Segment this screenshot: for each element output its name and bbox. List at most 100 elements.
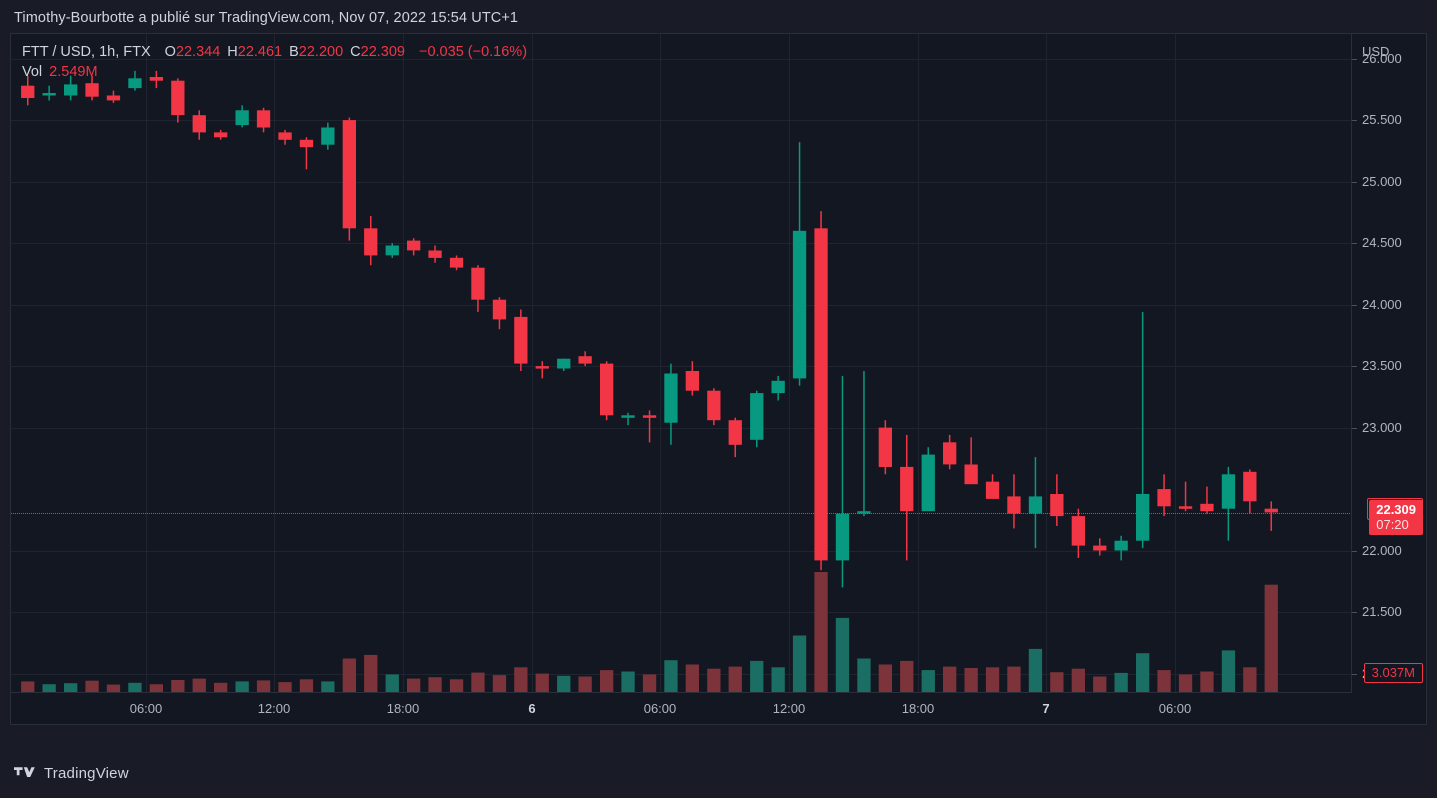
legend-volume-label: Vol xyxy=(22,64,43,80)
grid-line-horizontal xyxy=(11,243,1352,244)
volume-bar xyxy=(385,674,399,692)
grid-line-vertical xyxy=(403,34,404,724)
time-tick-label: 6 xyxy=(528,701,536,716)
volume-bar xyxy=(707,668,721,692)
grid-line-horizontal xyxy=(11,182,1352,183)
legend-ohlc-row: FTT / USD, 1h, FTX O22.344 H22.461 B22.200 C… xyxy=(22,42,527,62)
price-tick-dash xyxy=(1352,674,1357,675)
candle-body xyxy=(535,366,549,369)
candle-body xyxy=(235,110,249,126)
grid-line-horizontal xyxy=(11,305,1352,306)
candle-wick xyxy=(1206,486,1208,514)
volume-badge: 3.037M xyxy=(1363,663,1423,683)
volume-bar xyxy=(728,666,742,692)
legend-low-value: 22.200 xyxy=(298,44,344,60)
grid-line-horizontal xyxy=(11,551,1352,552)
candle-wick xyxy=(305,137,308,170)
candle-wick xyxy=(648,410,651,443)
volume-bar xyxy=(64,683,78,692)
candle-body xyxy=(985,481,1000,499)
volume-bar xyxy=(857,658,871,692)
price-tick-dash xyxy=(1352,428,1357,429)
candle-body xyxy=(728,420,742,445)
candle-body xyxy=(492,299,507,320)
price-tick-label: 21.500 xyxy=(1362,604,1402,620)
volume-bar xyxy=(428,677,442,692)
volume-bar xyxy=(771,667,785,692)
candle-body xyxy=(1157,489,1171,507)
volume-bar xyxy=(256,680,271,692)
volume-bar xyxy=(171,680,185,692)
grid-line-vertical xyxy=(532,34,533,724)
chart-pane[interactable] xyxy=(11,34,1352,724)
candle-body xyxy=(792,230,807,379)
time-tick-label: 18:00 xyxy=(901,701,935,716)
volume-bar xyxy=(1114,672,1128,692)
candle-body xyxy=(900,466,914,512)
candle-body xyxy=(685,371,699,391)
price-scale[interactable]: USD 26.000 25.500 25.000 24.500 24.000 23.500… xyxy=(1351,34,1426,724)
candle-body xyxy=(1178,506,1193,509)
volume-bar xyxy=(1157,670,1171,692)
candle-body xyxy=(21,85,35,98)
volume-bar xyxy=(492,675,507,692)
volume-bar xyxy=(578,676,592,692)
candle-wick xyxy=(1141,312,1144,549)
volume-bar xyxy=(471,672,485,692)
volume-bar xyxy=(128,682,142,692)
candle-wick xyxy=(863,371,865,517)
volume-bar xyxy=(535,673,549,692)
volume-bar xyxy=(878,664,892,692)
last-price-value: 22.309 xyxy=(1376,501,1416,517)
candle-body xyxy=(771,380,785,394)
grid-line-vertical xyxy=(1046,34,1047,724)
volume-bar xyxy=(1050,672,1064,692)
price-tick-dash xyxy=(1352,59,1357,60)
volume-bar xyxy=(85,680,99,692)
legend-symbol[interactable]: FTT / USD, 1h, FTX xyxy=(22,44,151,60)
candle-body xyxy=(1136,494,1150,541)
volume-bar xyxy=(814,572,828,692)
candle-body xyxy=(642,415,657,418)
candle-body xyxy=(814,228,828,561)
volume-bar xyxy=(750,660,764,692)
candlestick-series xyxy=(21,70,1278,692)
volume-bar xyxy=(235,681,249,692)
candle-wick xyxy=(970,437,972,475)
candle-body xyxy=(664,373,678,423)
candle-body xyxy=(64,84,78,96)
candle-body xyxy=(428,250,442,258)
volume-bar xyxy=(1093,676,1107,692)
candle-body xyxy=(943,442,957,465)
candle-body xyxy=(299,139,314,148)
candle-body xyxy=(1114,540,1128,551)
candle-wick xyxy=(627,412,629,426)
volume-bar xyxy=(600,670,614,692)
candle-body xyxy=(750,393,764,440)
time-scale[interactable]: 06:00 12:00 18:00 6 06:00 12:00 18:00 7 06:00 xyxy=(11,692,1352,724)
legend-low-label: B xyxy=(289,44,299,60)
time-tick-label: 12:00 xyxy=(257,701,291,716)
volume-bar xyxy=(278,682,292,692)
candle-body xyxy=(385,245,399,256)
grid-line-horizontal xyxy=(11,120,1352,121)
candle-body xyxy=(128,78,142,89)
candle-body xyxy=(921,454,935,512)
volume-bar xyxy=(106,684,121,692)
volume-bar xyxy=(1200,671,1214,692)
candle-body xyxy=(321,127,335,145)
candle-body xyxy=(42,93,56,96)
legend-close-value: 22.309 xyxy=(360,44,405,60)
volume-bar xyxy=(900,660,914,692)
candle-body xyxy=(364,228,378,256)
volume-bar xyxy=(42,684,56,692)
attribution-text: Timothy-Bourbotte a publié sur TradingVi… xyxy=(14,10,519,26)
volume-bar xyxy=(299,679,314,692)
last-price-time: 07:20 xyxy=(1376,516,1409,532)
volume-bar xyxy=(1264,584,1278,692)
price-tick-dash xyxy=(1352,120,1357,121)
time-tick-label: 06:00 xyxy=(129,701,163,716)
volume-bar xyxy=(921,670,935,692)
volume-bar xyxy=(792,635,807,692)
price-scale-unit: USD xyxy=(1362,44,1390,59)
